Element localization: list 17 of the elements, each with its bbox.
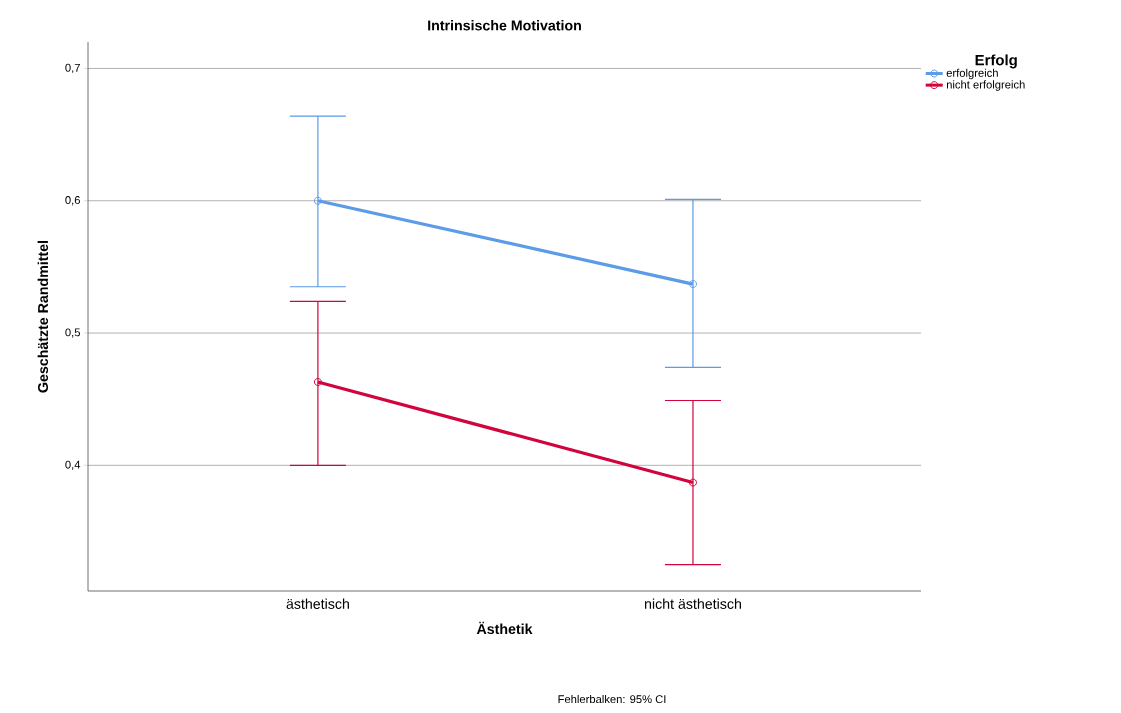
- y-axis-title: Geschätzte Randmittel: [37, 241, 49, 393]
- text: Fehlerbalken: 95% CI: [558, 694, 666, 704]
- point: [688, 280, 697, 289]
- point: [313, 377, 322, 386]
- legend-title: Erfolg: [975, 54, 1017, 69]
- y-tick-label: 0,6: [65, 196, 80, 206]
- point: [688, 478, 697, 487]
- chart-title: Intrinsische Motivation: [428, 20, 581, 31]
- y-tick-label: 0,4: [65, 460, 81, 470]
- legend-label: erfolgreich: [946, 68, 998, 80]
- x-tick-label: ästhetisch: [286, 598, 349, 609]
- legend-label: nicht erfolgreich: [946, 80, 1025, 91]
- y-tick-label: 0,7: [65, 63, 80, 74]
- x-axis-title: Ästhetik: [476, 621, 533, 635]
- point: [313, 196, 322, 205]
- y-tick-label: 0,5: [65, 328, 81, 338]
- x-tick-label: nicht ästhetisch: [644, 598, 741, 609]
